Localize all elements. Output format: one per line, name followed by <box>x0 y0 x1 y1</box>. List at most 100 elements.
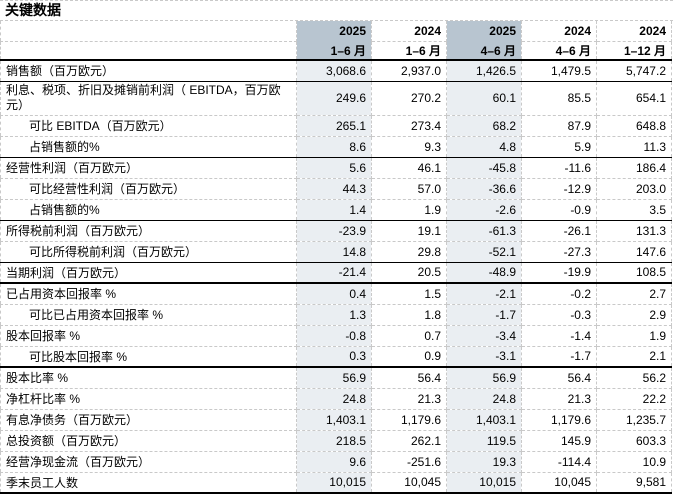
cell-value: 46.1 <box>371 157 447 179</box>
cell-value: -2.1 <box>446 283 522 305</box>
table-row: 占销售额的% 1.4 1.9 -2.6 -0.9 3.5 <box>0 199 672 221</box>
cell-value: 29.8 <box>371 241 447 263</box>
cell-value: -1.4 <box>521 325 597 347</box>
cell-value: 1.4 <box>296 199 372 221</box>
table-row: 总投资额（百万欧元） 218.5 262.1 119.5 145.9 603.3 <box>0 430 672 452</box>
row-label: 可比所得税前利润（百万欧元） <box>0 241 297 263</box>
cell-value: 1,403.1 <box>446 409 522 431</box>
cell-value: 10,015 <box>296 472 372 494</box>
cell-value: 85.5 <box>521 81 597 116</box>
header-corner-cell <box>0 41 297 61</box>
column-year-1: 2025 <box>296 21 372 41</box>
cell-value: 68.2 <box>446 115 522 137</box>
cell-value: 21.3 <box>371 388 447 410</box>
cell-value: 648.8 <box>596 115 672 137</box>
row-label: 净杠杆比率 % <box>0 388 297 410</box>
cell-value: 249.6 <box>296 81 372 116</box>
cell-value: -0.8 <box>296 325 372 347</box>
cell-value: -0.2 <box>521 283 597 305</box>
cell-value: 56.9 <box>446 367 522 389</box>
row-label: 股本回报率 % <box>0 325 297 347</box>
row-label: 当期利润（百万欧元） <box>0 262 297 284</box>
table-row: 可比经营性利润（百万欧元） 44.3 57.0 -36.6 -12.9 203.0 <box>0 178 672 200</box>
cell-value: 14.8 <box>296 241 372 263</box>
cell-value: 2,937.0 <box>371 60 447 82</box>
cell-value: 5.6 <box>296 157 372 179</box>
cell-value: 57.0 <box>371 178 447 200</box>
cell-value: 603.3 <box>596 430 672 452</box>
row-label: 所得税前利润（百万欧元） <box>0 220 297 242</box>
cell-value: 0.3 <box>296 346 372 368</box>
cell-value: 2.9 <box>596 304 672 326</box>
cell-value: 5,747.2 <box>596 60 672 82</box>
cell-value: 19.3 <box>446 451 522 473</box>
cell-value: 1,479.5 <box>521 60 597 82</box>
cell-value: 1,179.6 <box>521 409 597 431</box>
cell-value: 1,179.6 <box>371 409 447 431</box>
cell-value: -2.6 <box>446 199 522 221</box>
cell-value: 203.0 <box>596 178 672 200</box>
cell-value: 131.3 <box>596 220 672 242</box>
row-label: 销售额（百万欧元） <box>0 60 297 82</box>
cell-value: 270.2 <box>371 81 447 116</box>
cell-value: 119.5 <box>446 430 522 452</box>
cell-value: 10,045 <box>521 472 597 494</box>
cell-value: -19.9 <box>521 262 597 284</box>
cell-value: -0.9 <box>521 199 597 221</box>
table-row: 可比 EBITDA（百万欧元） 265.1 273.4 68.2 87.9 648.8 <box>0 115 672 137</box>
column-period-3: 4–6 月 <box>446 41 522 61</box>
cell-value: 0.9 <box>371 346 447 368</box>
row-label: 利息、税项、折旧及摊销前利润（ EBITDA，百万欧元） <box>0 81 297 116</box>
cell-value: 10,015 <box>446 472 522 494</box>
cell-value: 19.1 <box>371 220 447 242</box>
header-corner-cell <box>0 21 297 42</box>
cell-value: -1.7 <box>446 304 522 326</box>
cell-value: 1.5 <box>371 283 447 305</box>
column-period-2: 1–6 月 <box>371 41 447 61</box>
table-row: 利息、税项、折旧及摊销前利润（ EBITDA，百万欧元） 249.6 270.2 60… <box>0 81 672 116</box>
row-label: 占销售额的% <box>0 136 297 158</box>
row-label: 有息净债务（百万欧元） <box>0 409 297 431</box>
table-row: 可比已占用资本回报率 % 1.3 1.8 -1.7 -0.3 2.9 <box>0 304 672 326</box>
cell-value: 11.3 <box>596 136 672 158</box>
table-row: 当期利润（百万欧元） -21.4 20.5 -48.9 -19.9 108.5 <box>0 262 672 284</box>
cell-value: 0.4 <box>296 283 372 305</box>
table-row: 销售额（百万欧元） 3,068.6 2,937.0 1,426.5 1,479.5 5,7… <box>0 60 672 82</box>
row-label: 经营净现金流（百万欧元） <box>0 451 297 473</box>
table-row: 经营净现金流（百万欧元） 9.6 -251.6 19.3 -114.4 10.9 <box>0 451 672 473</box>
cell-value: 273.4 <box>371 115 447 137</box>
cell-value: -61.3 <box>446 220 522 242</box>
table-row: 所得税前利润（百万欧元） -23.9 19.1 -61.3 -26.1 131.3 <box>0 220 672 242</box>
table-row: 股本回报率 % -0.8 0.7 -3.4 -1.4 1.9 <box>0 325 672 347</box>
cell-value: -21.4 <box>296 262 372 284</box>
cell-value: 2.1 <box>596 346 672 368</box>
cell-value: -26.1 <box>521 220 597 242</box>
cell-value: -23.9 <box>296 220 372 242</box>
cell-value: -0.3 <box>521 304 597 326</box>
cell-value: 4.8 <box>446 136 522 158</box>
column-period-5: 1–12 月 <box>596 41 672 61</box>
cell-value: 186.4 <box>596 157 672 179</box>
cell-value: -11.6 <box>521 157 597 179</box>
table-row: 有息净债务（百万欧元） 1,403.1 1,179.6 1,403.1 1,179.6 1… <box>0 409 672 431</box>
cell-value: -1.7 <box>521 346 597 368</box>
column-period-4: 4–6 月 <box>521 41 597 61</box>
cell-value: 56.9 <box>296 367 372 389</box>
cell-value: -52.1 <box>446 241 522 263</box>
row-label: 已占用资本回报率 % <box>0 283 297 305</box>
table-row: 占销售额的% 8.6 9.3 4.8 5.9 11.3 <box>0 136 672 158</box>
row-label: 可比股本回报率 % <box>0 346 297 368</box>
cell-value: 10,045 <box>371 472 447 494</box>
key-data-table: 2025 2024 2025 2024 2024 1–6 月 1–6 月 4–6 月 4–6 月… <box>0 21 672 494</box>
cell-value: -12.9 <box>521 178 597 200</box>
cell-value: 20.5 <box>371 262 447 284</box>
column-year-3: 2025 <box>446 21 522 41</box>
cell-value: 56.4 <box>521 367 597 389</box>
cell-value: 24.8 <box>296 388 372 410</box>
cell-value: 9,581 <box>596 472 672 494</box>
table-row: 经营性利润（百万欧元） 5.6 46.1 -45.8 -11.6 186.4 <box>0 157 672 179</box>
cell-value: 0.7 <box>371 325 447 347</box>
table-row: 可比所得税前利润（百万欧元） 14.8 29.8 -52.1 -27.3 147.6 <box>0 241 672 263</box>
cell-value: 1,403.1 <box>296 409 372 431</box>
